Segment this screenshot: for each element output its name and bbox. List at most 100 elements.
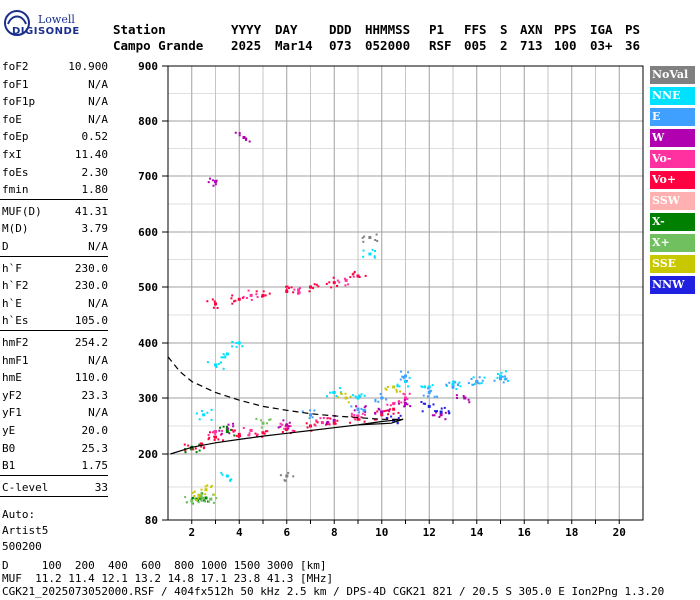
data-point: [197, 493, 201, 497]
data-point: [504, 378, 507, 381]
y-tick-label: 900: [138, 60, 158, 73]
data-point: [230, 478, 233, 481]
data-point: [332, 281, 336, 285]
data-point: [260, 426, 263, 429]
data-point: [224, 356, 227, 359]
param-name: h`F: [2, 261, 22, 275]
param-name: hmF1: [2, 353, 29, 367]
data-point: [364, 405, 367, 408]
data-point: [308, 290, 311, 293]
data-point: [311, 416, 314, 419]
data-point: [191, 502, 194, 505]
data-point: [427, 385, 431, 389]
param-value: 0.52: [81, 130, 109, 144]
param-row: yF2 23.3: [2, 389, 108, 403]
data-point: [355, 405, 358, 408]
data-point: [326, 422, 329, 425]
param-value: 3.79: [81, 222, 109, 236]
data-point: [353, 414, 356, 417]
data-point: [211, 179, 214, 182]
lowell-digisonde-logo: Lowell DIGISONDE: [2, 4, 106, 44]
data-point: [284, 428, 287, 431]
header-row1-cell: DAY: [275, 22, 298, 37]
data-point: [373, 418, 376, 421]
virtual-height-profile-dashed-line: [167, 356, 404, 420]
data-point: [237, 432, 241, 436]
data-point: [356, 274, 360, 278]
data-point: [203, 500, 206, 503]
data-point: [235, 434, 238, 437]
param-value: 23.3: [81, 388, 109, 402]
data-point: [424, 386, 427, 389]
header-row2-cell: 005: [464, 38, 487, 53]
param-row: foF2 10.900: [2, 60, 108, 74]
data-point: [349, 421, 352, 424]
data-point: [326, 417, 329, 420]
data-point: [281, 423, 284, 426]
data-point: [231, 340, 234, 343]
header-row1-cell: S: [500, 22, 508, 37]
param-row: hmF1 N/A: [2, 354, 108, 368]
data-point: [478, 382, 481, 385]
data-point: [287, 287, 290, 290]
data-point: [362, 408, 365, 411]
data-point: [387, 413, 390, 416]
data-point: [420, 400, 423, 403]
data-point: [397, 400, 400, 403]
param-value: 11.40: [74, 148, 108, 161]
data-point: [452, 386, 455, 389]
data-point: [230, 297, 233, 300]
legend-item: Vo-: [650, 150, 695, 168]
data-point: [220, 432, 223, 435]
data-point: [350, 405, 353, 408]
data-point: [281, 431, 284, 434]
data-point: [247, 289, 250, 292]
data-point: [284, 479, 287, 482]
param-separator: [0, 474, 108, 476]
data-point: [378, 408, 381, 411]
data-point: [470, 377, 473, 380]
data-point: [220, 356, 223, 359]
data-point: [376, 239, 379, 242]
data-point: [235, 341, 238, 344]
x-tick-label: 14: [470, 526, 484, 539]
data-point: [504, 375, 507, 378]
param-row: hmF2 254.2: [2, 336, 108, 350]
data-point: [371, 248, 374, 251]
data-point: [225, 428, 228, 431]
data-point: [211, 298, 214, 301]
data-point: [329, 417, 332, 420]
data-point: [232, 422, 235, 425]
data-point: [504, 370, 507, 373]
data-point: [336, 396, 339, 399]
param-value: 25.3: [81, 441, 109, 455]
data-point: [233, 434, 236, 437]
data-point: [213, 435, 216, 438]
data-point: [456, 384, 459, 387]
data-point: [374, 411, 377, 414]
data-point: [399, 370, 402, 373]
data-point: [301, 410, 304, 413]
data-point: [206, 300, 209, 303]
data-point: [506, 379, 509, 382]
footer-file-info: CGK21_2025073052000.RSF / 404fx512h 50 k…: [2, 585, 665, 598]
data-point: [340, 391, 343, 394]
data-point: [207, 438, 210, 441]
data-point: [248, 434, 251, 437]
data-point: [380, 413, 384, 417]
data-point: [204, 488, 208, 492]
data-point: [242, 427, 245, 430]
data-point: [248, 432, 251, 435]
data-point: [248, 140, 251, 143]
data-point: [332, 421, 336, 425]
data-point: [451, 382, 455, 386]
param-value: 230.0: [74, 261, 108, 275]
param-name: h`F2: [2, 279, 29, 293]
data-point: [404, 402, 407, 406]
data-point: [219, 433, 222, 436]
param-name: M(D): [2, 222, 29, 236]
param-name: foF1: [2, 77, 29, 91]
data-point: [226, 425, 229, 428]
data-point: [500, 371, 503, 374]
